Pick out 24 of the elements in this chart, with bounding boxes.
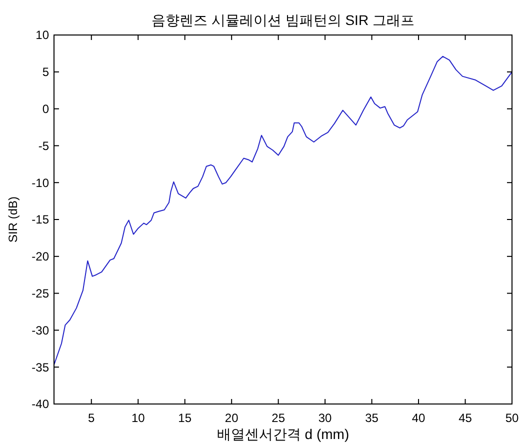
y-tick-label: -20 [32,250,50,264]
y-axis-title: SIR (dB) [6,196,20,243]
y-tick-label: -30 [32,323,50,338]
y-tick-label: -10 [32,176,50,190]
x-tick-label: 15 [178,411,192,425]
x-tick-label: 10 [131,411,146,425]
x-tick-label: 40 [412,411,426,425]
y-tick-label: -35 [32,360,50,374]
x-tick-label: 45 [458,411,472,425]
y-tick-label: 10 [36,28,50,42]
x-tick-label: 30 [318,411,332,425]
x-tick-label: 20 [224,411,239,425]
y-tick-label: 0 [42,102,50,116]
x-axis-title: 배열센서간격 d (mm) [216,426,350,442]
y-tick-label: -15 [32,212,50,227]
x-tick-label: 35 [365,411,379,425]
y-tick-label: -5 [38,138,50,153]
y-tick-label: -25 [32,286,50,300]
y-tick-label: -40 [32,397,50,412]
y-tick-label: 5 [42,65,50,80]
x-tick-label: 5 [88,411,96,425]
x-tick-label: 25 [272,411,286,425]
x-tick-label: 50 [505,411,519,425]
chart-title: 음향렌즈 시뮬레이션 빔패턴의 SIR 그래프 [152,12,414,28]
